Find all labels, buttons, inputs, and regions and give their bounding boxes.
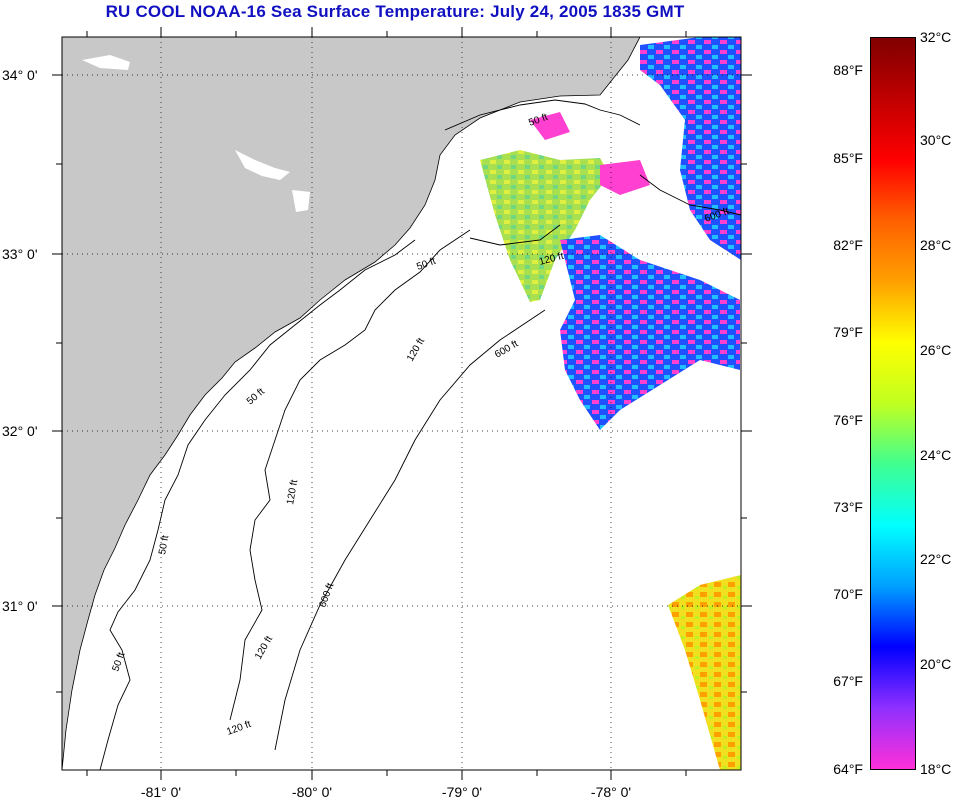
lon-label-79: -79° 0' [442,784,482,800]
colorbar-f-label: 67°F [833,673,863,689]
lon-label-80: -80° 0' [292,784,332,800]
colorbar-c-label: 26°C [920,342,952,358]
contour-label: 120 ft [285,479,300,506]
colorbar-c-label: 24°C [920,447,952,463]
depth-contours [99,99,741,770]
tick-marks [52,27,752,780]
colorbar-f-label: 85°F [833,150,863,166]
lake-1 [235,150,290,180]
lon-label-78: -78° 0' [591,784,631,800]
contour-label: 50 ft [157,534,171,555]
lat-label-33: 33° 0' [2,246,38,262]
colorbar-f-label: 70°F [833,586,863,602]
lake-3 [82,55,130,70]
graticule [62,37,741,770]
colorbar-c-label: 32°C [920,29,952,45]
colorbar-f-label: 73°F [833,499,863,515]
colorbar-f-label: 64°F [833,761,863,777]
satellite-swath [480,37,741,770]
colorbar-c-label: 30°C [920,132,952,148]
colorbar-c-label: 18°C [920,761,952,777]
lake-2 [292,190,310,212]
colorbar-c-label: 20°C [920,656,952,672]
map-frame [61,36,742,771]
colorbar-f-label: 88°F [833,62,863,78]
lat-label-32: 32° 0' [2,423,38,439]
temperature-colorbar [870,37,916,770]
colorbar-f-label: 79°F [833,324,863,340]
colorbar-c-label: 28°C [920,237,952,253]
colorbar-c-label: 22°C [920,551,952,567]
colorbar-f-label: 76°F [833,412,863,428]
lat-label-31: 31° 0' [2,598,38,614]
map-title: RU COOL NOAA-16 Sea Surface Temperature:… [105,2,685,21]
lon-label-81: -81° 0' [141,784,181,800]
colorbar-f-label: 82°F [833,237,863,253]
lat-label-34: 34° 0' [2,67,38,83]
land-mass [62,37,641,770]
